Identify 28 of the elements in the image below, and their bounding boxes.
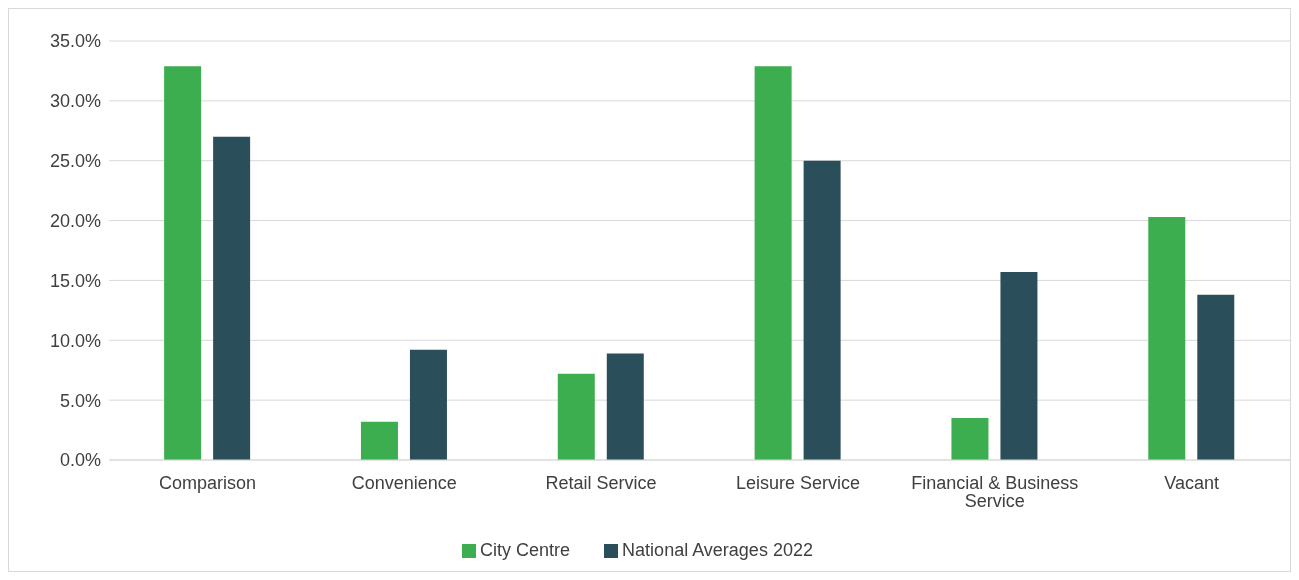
y-tick-label: 35.0% [49, 31, 101, 52]
bar [951, 418, 989, 460]
bar [1000, 272, 1038, 460]
x-tick-label: Retail Service [545, 472, 657, 493]
x-tick-label: Comparison [158, 472, 256, 493]
bar [1197, 294, 1235, 460]
y-tick-label: 0.0% [59, 450, 101, 471]
bar [213, 136, 251, 460]
x-tick-label: Leisure Service [735, 472, 860, 493]
bar [803, 160, 841, 460]
y-tick-label: 10.0% [49, 330, 101, 351]
y-tick-label: 20.0% [49, 210, 101, 231]
y-tick-label: 30.0% [49, 91, 101, 112]
y-tick-label: 25.0% [49, 151, 101, 172]
legend-label: National Averages 2022 [622, 540, 813, 560]
y-tick-label: 5.0% [59, 390, 101, 411]
bar [557, 373, 595, 460]
bar [360, 421, 398, 460]
bar [606, 353, 644, 460]
legend-label: City Centre [480, 540, 571, 560]
bar [754, 66, 792, 460]
x-tick-label: Vacant [1164, 472, 1219, 493]
bar [164, 66, 202, 460]
x-tick-label: Convenience [351, 472, 457, 493]
x-tick-label: Financial & Business Service [911, 472, 1079, 511]
bar [409, 349, 447, 460]
bar [1148, 216, 1186, 460]
y-tick-label: 15.0% [49, 270, 101, 291]
